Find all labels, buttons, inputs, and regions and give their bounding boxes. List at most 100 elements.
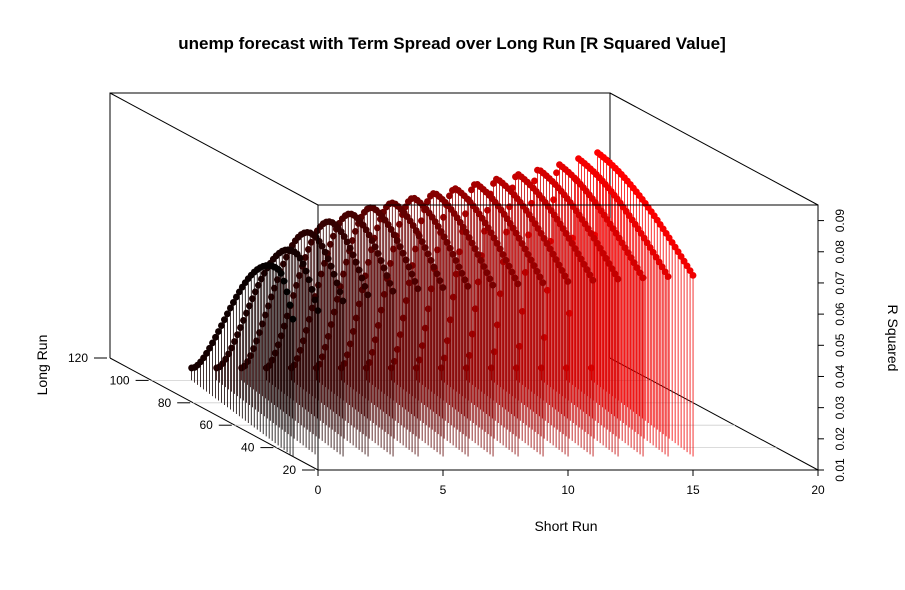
- data-point: [243, 309, 250, 317]
- data-point: [440, 233, 448, 241]
- data-point: [311, 296, 319, 304]
- data-point: [553, 169, 560, 177]
- data-point: [396, 220, 403, 228]
- box-edge-floor-right: [609, 357, 819, 471]
- data-point: [552, 256, 560, 263]
- data-point: [490, 234, 498, 242]
- data-point: [302, 267, 310, 275]
- data-point: [574, 250, 582, 258]
- data-point: [614, 275, 622, 283]
- data-point: [564, 278, 572, 285]
- data-point: [409, 222, 417, 229]
- y-tick-label: 60: [199, 418, 213, 432]
- data-point: [618, 239, 626, 247]
- data-point: [215, 328, 222, 335]
- data-point: [546, 245, 554, 253]
- chart-title: unemp forecast with Term Spread over Lon…: [178, 34, 726, 53]
- data-point: [511, 274, 519, 282]
- data-point: [329, 232, 337, 240]
- data-point: [515, 234, 523, 242]
- x-tick-label: 5: [440, 483, 447, 497]
- data-point: [558, 267, 566, 274]
- z-tick-label: 0.04: [833, 364, 847, 388]
- y-tick-label: 80: [158, 396, 172, 410]
- y-axis-label: Long Run: [34, 335, 50, 396]
- y-tick-label: 40: [241, 441, 255, 455]
- data-point: [377, 257, 385, 264]
- data-point: [639, 274, 647, 282]
- data-point: [212, 333, 219, 341]
- data-point: [384, 221, 392, 228]
- data-point: [499, 251, 507, 258]
- data-point: [254, 281, 262, 289]
- data-point: [229, 298, 237, 306]
- data-point: [555, 261, 563, 269]
- data-point: [562, 230, 570, 237]
- data-point: [580, 260, 588, 268]
- z-axis-label: R Squared: [885, 305, 901, 372]
- data-point: [349, 251, 357, 259]
- data-point: [436, 277, 444, 285]
- data-point: [365, 231, 373, 239]
- data-point: [418, 238, 426, 246]
- data-point: [333, 279, 341, 287]
- data-point: [277, 269, 285, 277]
- data-point: [224, 310, 231, 318]
- data-point: [518, 240, 526, 247]
- data-point: [565, 234, 573, 242]
- data-point: [430, 263, 438, 271]
- z-tick-label: 0.07: [833, 271, 847, 295]
- data-point: [358, 274, 366, 282]
- data-point: [318, 242, 326, 250]
- data-point: [336, 288, 344, 296]
- data-point: [599, 249, 607, 257]
- data-point: [586, 271, 594, 279]
- data-point: [405, 263, 413, 271]
- x-axis-label: Short Run: [534, 518, 597, 534]
- data-point: [468, 186, 475, 194]
- data-point: [464, 282, 472, 290]
- data-point: [225, 350, 232, 358]
- data-point: [528, 199, 535, 207]
- data-point: [474, 251, 482, 258]
- data-point: [231, 338, 238, 345]
- x-tick-label: 20: [811, 483, 825, 497]
- data-point: [589, 276, 597, 284]
- data-point: [305, 276, 313, 284]
- data-point: [480, 263, 488, 270]
- data-point: [249, 295, 256, 303]
- data-point: [374, 250, 382, 257]
- data-point: [508, 268, 516, 276]
- data-point: [527, 256, 535, 264]
- data-point: [550, 196, 557, 204]
- data-point: [536, 273, 544, 281]
- data-point: [664, 273, 672, 281]
- data-point: [621, 244, 629, 252]
- data-point: [505, 262, 513, 270]
- x-tick-label: 10: [561, 483, 575, 497]
- data-point: [315, 237, 323, 245]
- data-point: [246, 302, 253, 310]
- data-point: [449, 250, 457, 258]
- data-point: [412, 227, 420, 234]
- data-point: [380, 264, 388, 272]
- data-point: [514, 280, 522, 288]
- data-point: [608, 265, 616, 273]
- data-point: [496, 245, 504, 253]
- data-layer: [188, 149, 697, 457]
- data-point: [421, 244, 429, 252]
- data-point: [326, 240, 334, 248]
- data-point: [282, 253, 290, 261]
- data-point: [226, 304, 234, 312]
- data-point: [434, 222, 442, 230]
- data-point: [465, 234, 473, 241]
- z-tick-label: 0.03: [833, 396, 847, 420]
- data-point: [232, 293, 240, 301]
- x-tick-label: 0: [315, 483, 322, 497]
- z-tick-label: 0.06: [833, 302, 847, 326]
- data-point: [280, 277, 288, 285]
- data-point: [346, 244, 354, 252]
- data-point: [489, 281, 497, 289]
- data-point: [534, 225, 542, 232]
- data-point: [218, 322, 225, 329]
